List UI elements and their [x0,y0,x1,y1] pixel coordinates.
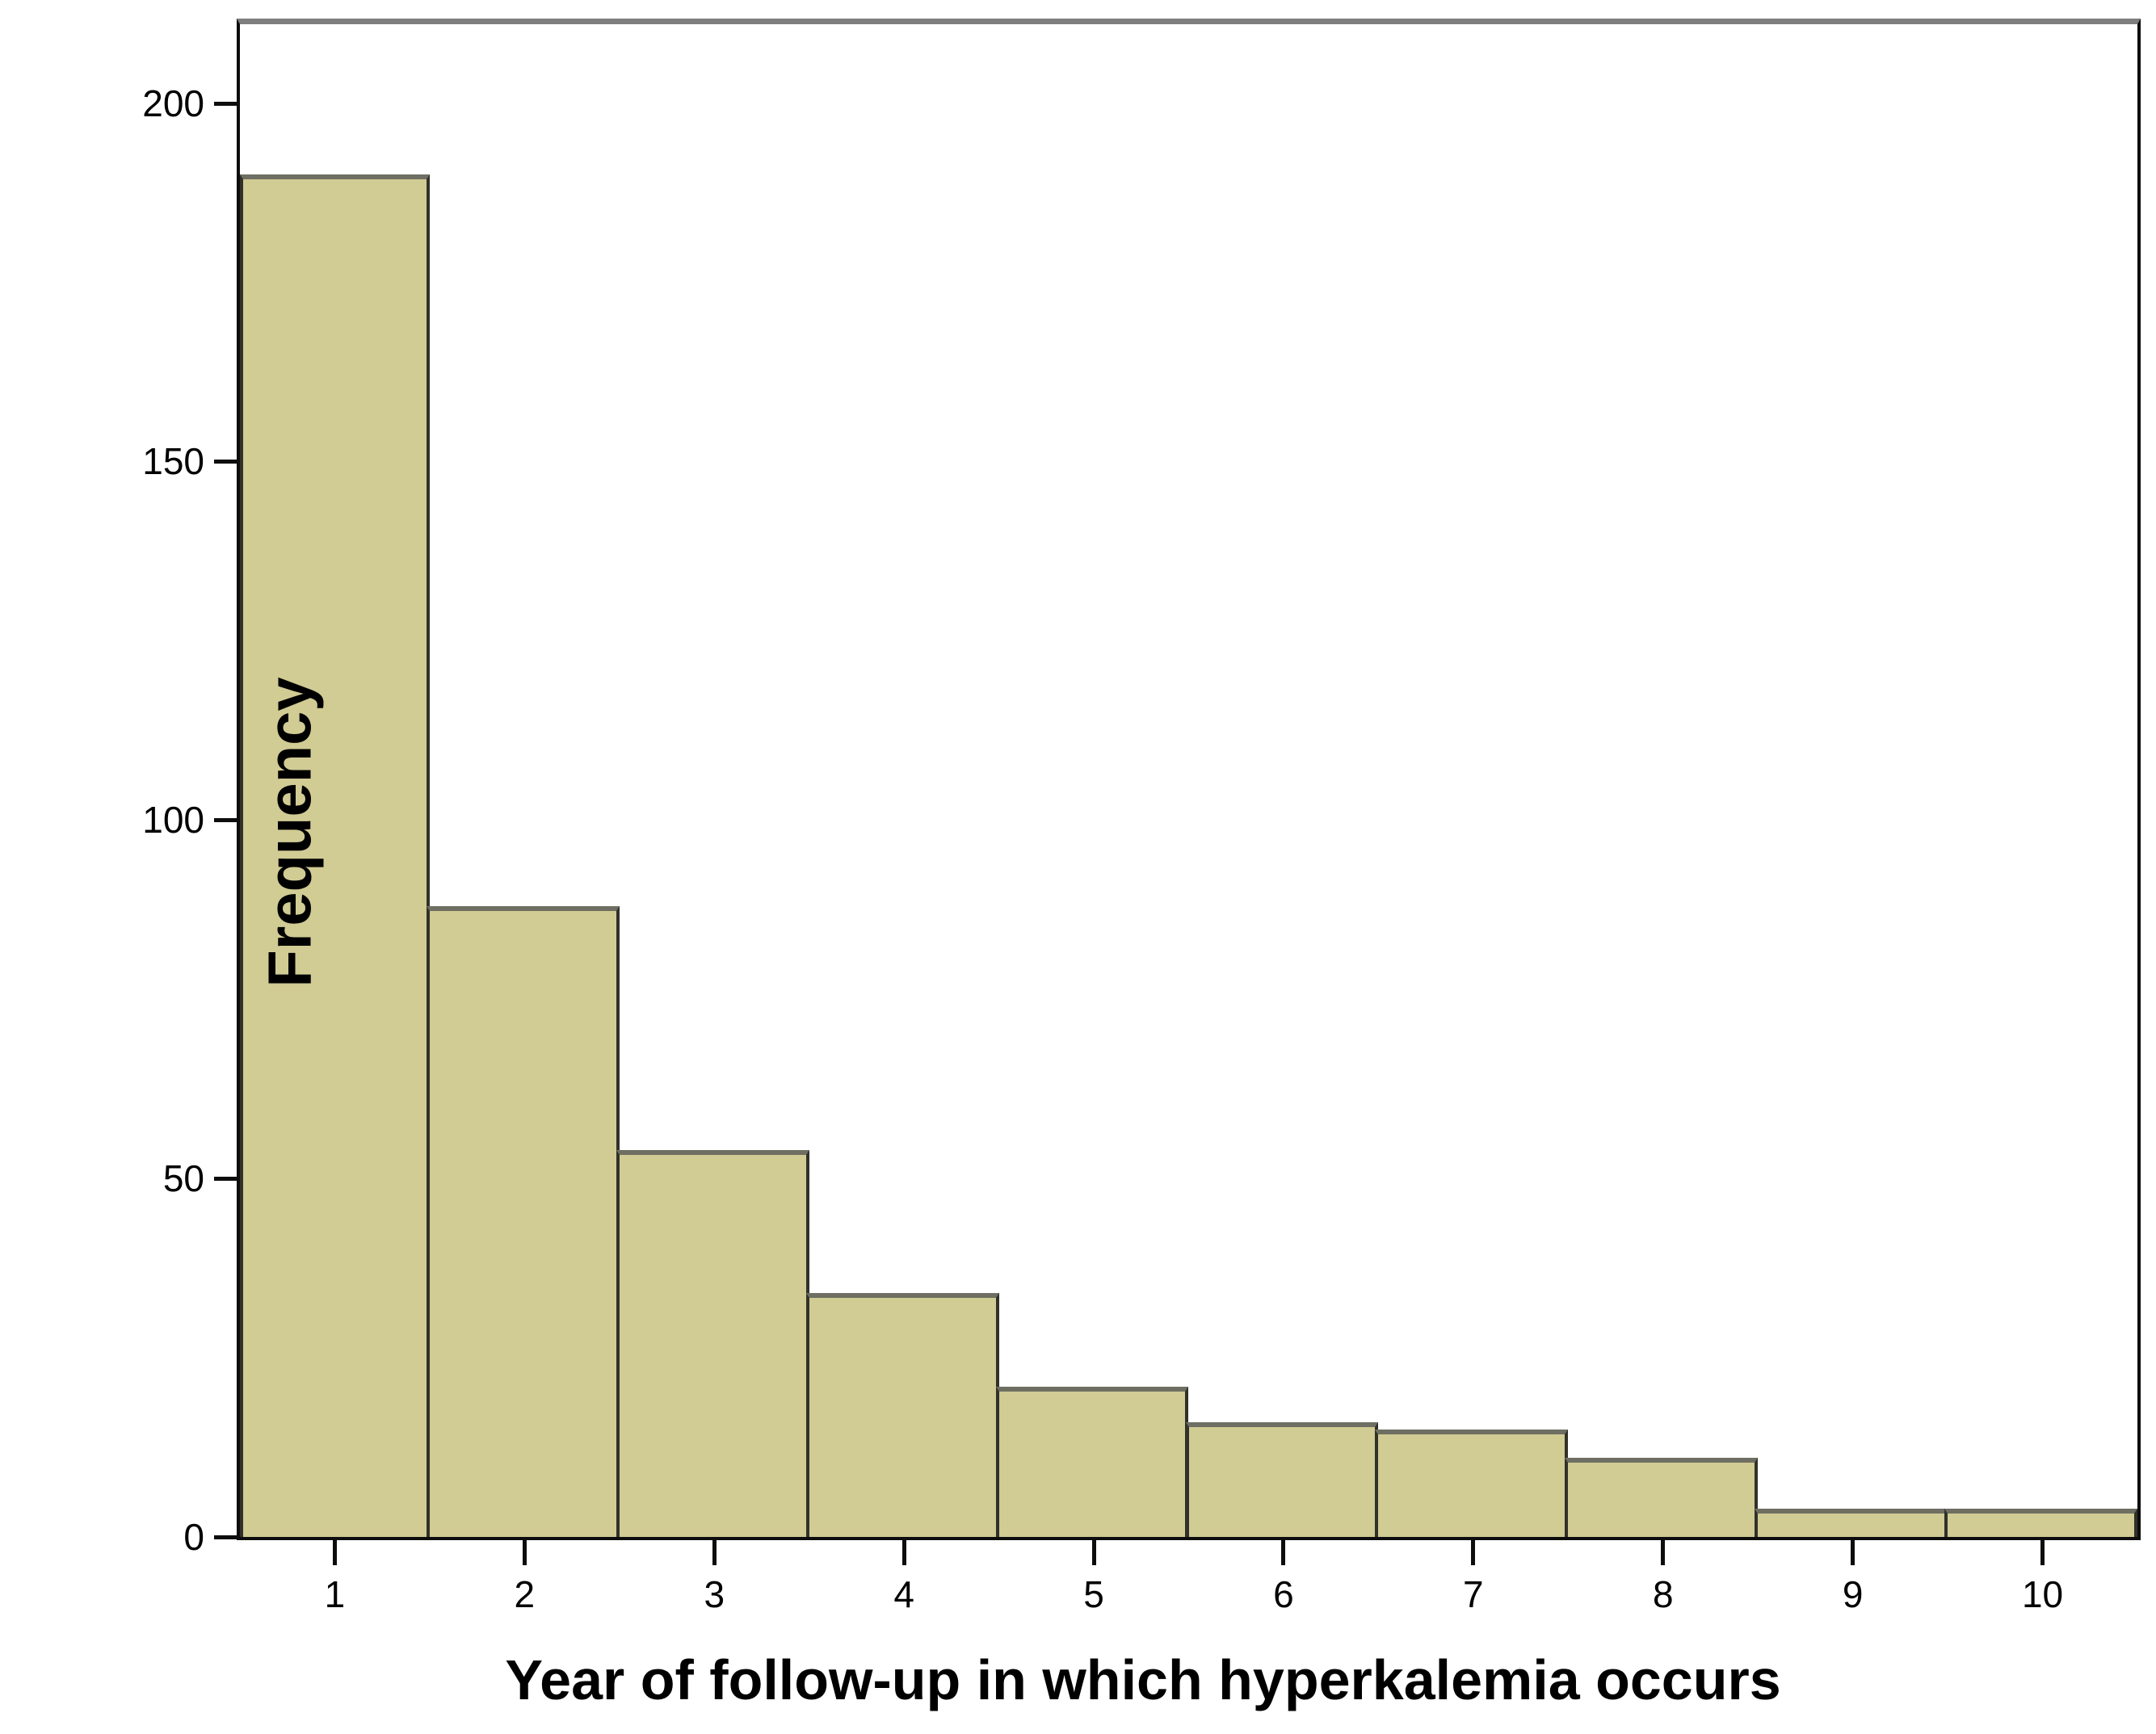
x-tick-label-1: 1 [324,1573,346,1615]
x-tick-4 [901,1540,906,1565]
x-tick-2 [522,1540,527,1565]
x-tick-9 [1851,1540,1856,1565]
x-tick-label-2: 2 [514,1573,536,1615]
histogram-bar-year-3 [616,1149,809,1537]
y-tick-label-0: 0 [183,1516,204,1558]
y-tick-100 [214,818,237,823]
x-tick-5 [1091,1540,1096,1565]
x-axis-title: Year of follow-up in which hyperkalemia … [505,1648,1781,1711]
histogram-bar-year-9 [1755,1508,1948,1537]
histogram-bar-year-1 [240,174,430,1537]
histogram-bar-year-5 [995,1386,1189,1537]
histogram-bar-year-7 [1375,1429,1569,1537]
y-tick-200 [214,101,237,106]
x-tick-1 [332,1540,337,1565]
histogram-bar-year-2 [426,905,620,1537]
x-tick-label-6: 6 [1273,1573,1294,1615]
y-tick-label-150: 150 [142,440,204,483]
histogram-bar-year-4 [805,1293,999,1537]
y-tick-label-100: 100 [142,799,204,842]
y-tick-label-50: 50 [162,1157,204,1200]
plot-area [240,24,2137,1537]
x-tick-8 [1661,1540,1666,1565]
x-tick-label-8: 8 [1652,1573,1674,1615]
histogram-bar-year-6 [1185,1421,1379,1537]
histogram-bar-year-10 [1944,1508,2137,1537]
y-axis-title: Frequency [255,677,325,988]
y-tick-label-200: 200 [142,82,204,124]
plot-frame: Frequency [237,19,2141,1540]
x-tick-label-7: 7 [1463,1573,1484,1615]
histogram-bar-year-8 [1565,1458,1759,1537]
x-tick-3 [712,1540,717,1565]
y-tick-50 [214,1177,237,1182]
x-tick-label-10: 10 [2021,1573,2064,1615]
x-tick-label-5: 5 [1083,1573,1104,1615]
x-tick-label-4: 4 [893,1573,914,1615]
x-tick-label-3: 3 [704,1573,725,1615]
y-tick-0 [214,1535,237,1539]
x-tick-7 [1471,1540,1476,1565]
x-tick-6 [1281,1540,1286,1565]
y-tick-150 [214,460,237,464]
x-tick-10 [2040,1540,2045,1565]
x-tick-label-9: 9 [1842,1573,1864,1615]
